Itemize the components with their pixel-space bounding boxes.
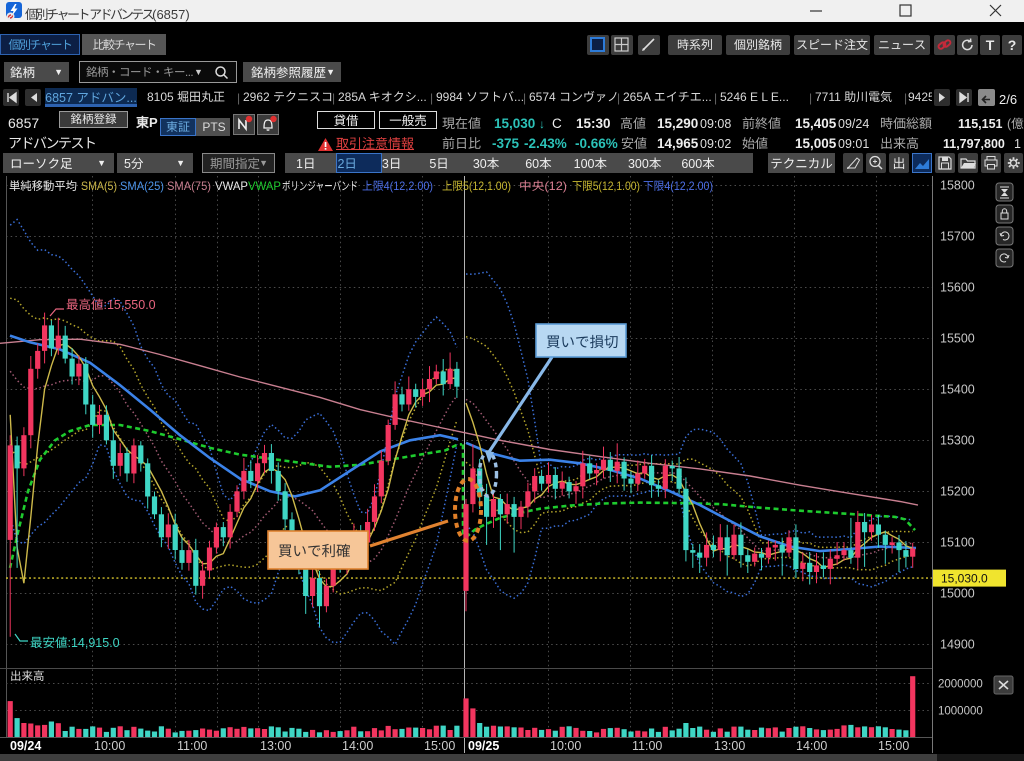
svg-text:11:00: 11:00 <box>177 735 207 754</box>
svg-text:15300: 15300 <box>940 430 975 449</box>
svg-text:15800: 15800 <box>940 175 975 194</box>
svg-text:14900: 14900 <box>940 634 975 653</box>
svg-text:14:00: 14:00 <box>796 735 827 754</box>
svg-text:2000000: 2000000 <box>938 676 983 692</box>
svg-text:15600: 15600 <box>940 277 975 296</box>
svg-text:下限4(12,2.00): 下限4(12,2.00) <box>643 178 713 194</box>
svg-text:15,030.0: 15,030.0 <box>941 570 988 587</box>
svg-text:10:00: 10:00 <box>550 735 581 754</box>
svg-text:中央(12): 中央(12) <box>519 178 567 194</box>
svg-text:買いで利確: 買いで利確 <box>278 540 351 561</box>
svg-text:SMA(75): SMA(75) <box>167 178 211 194</box>
svg-text:15:00: 15:00 <box>424 735 455 754</box>
svg-text:最高値:15,550.0: 最高値:15,550.0 <box>66 294 156 313</box>
svg-text:13:00: 13:00 <box>714 735 745 754</box>
svg-text:SMA(5): SMA(5) <box>81 178 117 194</box>
svg-text:15500: 15500 <box>940 328 975 347</box>
svg-text:単純移動平均: 単純移動平均 <box>9 178 77 194</box>
svg-text:ボリンジャーバンド: ボリンジャーバンド <box>282 178 358 194</box>
svg-text:最安値:14,915.0: 最安値:14,915.0 <box>30 632 120 651</box>
svg-text:上限4(12,2.00): 上限4(12,2.00) <box>362 178 433 194</box>
svg-text:下限5(12,1.00): 下限5(12,1.00) <box>572 178 640 194</box>
svg-text:15400: 15400 <box>940 379 975 398</box>
svg-text:出来高: 出来高 <box>10 668 45 684</box>
svg-text:10:00: 10:00 <box>94 735 125 754</box>
svg-text:11:00: 11:00 <box>632 735 662 754</box>
svg-text:上限5(12,1.00): 上限5(12,1.00) <box>442 178 511 194</box>
svg-text:13:00: 13:00 <box>260 735 291 754</box>
svg-text:VWAP: VWAP <box>248 178 281 194</box>
svg-text:15700: 15700 <box>940 226 975 245</box>
svg-text:09/25: 09/25 <box>468 735 499 754</box>
svg-text:1000000: 1000000 <box>938 703 983 719</box>
svg-text:15000: 15000 <box>940 583 975 602</box>
svg-text:15100: 15100 <box>940 532 975 551</box>
svg-text:VWAP: VWAP <box>215 178 248 194</box>
svg-text:15200: 15200 <box>940 481 975 500</box>
svg-text:買いで損切: 買いで損切 <box>546 331 619 352</box>
svg-text:SMA(25): SMA(25) <box>120 178 164 194</box>
svg-text:15:00: 15:00 <box>878 735 909 754</box>
svg-text:09/24: 09/24 <box>10 735 41 754</box>
svg-text:14:00: 14:00 <box>342 735 373 754</box>
